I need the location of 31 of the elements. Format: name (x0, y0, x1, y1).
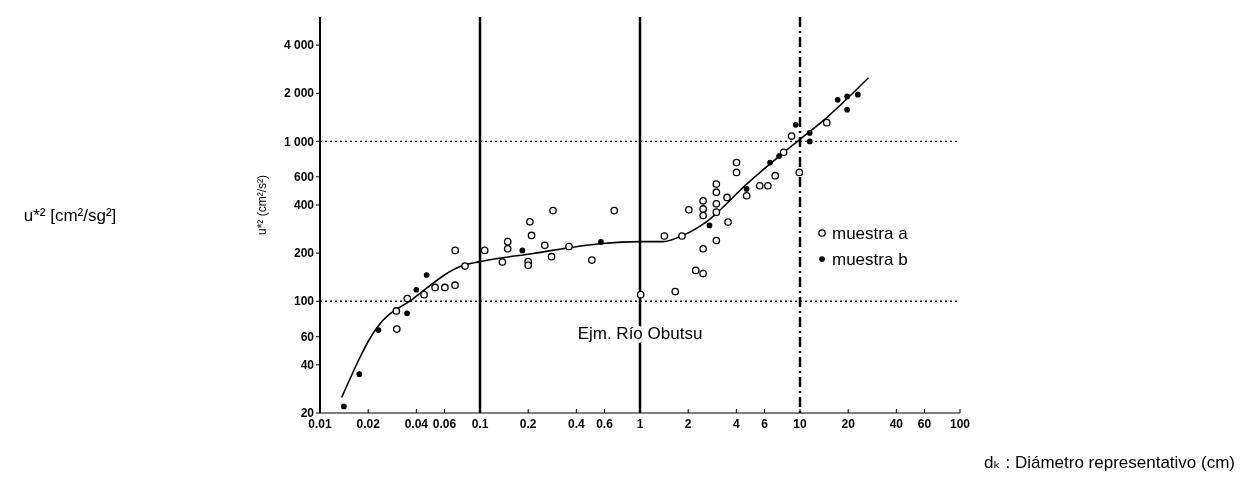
x-tick-label: 40 (889, 417, 904, 431)
x-tick-label: 6 (761, 417, 769, 431)
legend-label: muestra b (832, 249, 908, 269)
y-tick-label: 100 (293, 294, 315, 309)
x-tick-label: 20 (841, 417, 856, 431)
x-tick-label: 10 (793, 417, 807, 431)
y-tick-label: 600 (293, 170, 315, 185)
y-tick-label: 4 000 (283, 38, 315, 53)
x-tick-label: 4 (732, 417, 740, 431)
y-tick-label: 40 (300, 358, 315, 373)
y-tick-label: 200 (293, 246, 315, 261)
legend-label: muestra a (832, 223, 909, 243)
text: u*² [cm²/sg²] (23, 205, 117, 225)
x-tick-label: 60 (917, 417, 932, 431)
x-tick-label: 0.04 (404, 417, 429, 431)
y-tick-label: 400 (293, 198, 315, 213)
x-tick-label: 0.4 (567, 417, 585, 431)
x-axis-title: dₖ : Diámetro representativo (cm) (984, 453, 1235, 472)
x-tick-label: 1 (636, 417, 644, 431)
x-tick-label: 100 (949, 417, 971, 431)
x-tick-label: 0.2 (519, 417, 537, 431)
y-tick-label: 1 000 (283, 134, 315, 149)
x-tick-label: 0.6 (596, 417, 614, 431)
x-tick-label: 2 (684, 417, 692, 431)
y-axis-title: u*² (cm²/s²) (255, 175, 270, 235)
y-tick-label: 60 (300, 329, 315, 344)
x-tick-label: 0.1 (471, 417, 489, 431)
y-tick-label: 2 000 (283, 86, 315, 101)
x-tick-label: 0.06 (432, 417, 457, 431)
x-tick-label: 0.01 (308, 417, 332, 431)
x-tick-label: 0.02 (356, 417, 381, 431)
